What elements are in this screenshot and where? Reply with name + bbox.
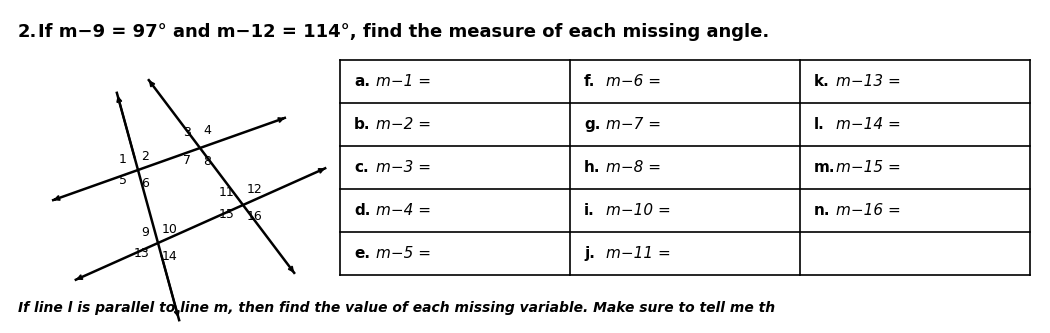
Text: 3: 3	[184, 126, 191, 139]
Text: m−1 =: m−1 =	[376, 74, 430, 89]
Text: m−8 =: m−8 =	[606, 160, 662, 175]
Text: b.: b.	[354, 117, 371, 132]
Text: g.: g.	[584, 117, 601, 132]
Text: m−13 =: m−13 =	[836, 74, 901, 89]
Text: 9: 9	[142, 225, 149, 239]
Text: d.: d.	[354, 203, 371, 218]
Text: i.: i.	[584, 203, 594, 218]
Text: m−15 =: m−15 =	[836, 160, 901, 175]
Text: 11: 11	[218, 186, 234, 199]
Text: 6: 6	[142, 176, 149, 189]
Text: m−14 =: m−14 =	[836, 117, 901, 132]
Text: 4: 4	[204, 124, 211, 137]
Text: f.: f.	[584, 74, 595, 89]
Text: m−4 =: m−4 =	[376, 203, 430, 218]
Text: e.: e.	[354, 246, 370, 261]
Text: 5: 5	[119, 174, 127, 187]
Text: 2.: 2.	[18, 23, 38, 41]
Text: 1: 1	[119, 153, 127, 166]
Text: a.: a.	[354, 74, 370, 89]
Text: m−16 =: m−16 =	[836, 203, 901, 218]
Text: 12: 12	[247, 183, 262, 196]
Text: 15: 15	[218, 208, 234, 221]
Text: m−6 =: m−6 =	[606, 74, 662, 89]
Text: 13: 13	[133, 247, 149, 260]
Text: 16: 16	[247, 210, 262, 223]
Text: l.: l.	[814, 117, 824, 132]
Text: m−7 =: m−7 =	[606, 117, 662, 132]
Text: c.: c.	[354, 160, 369, 175]
Text: 8: 8	[204, 155, 211, 167]
Text: 10: 10	[162, 223, 177, 236]
Text: n.: n.	[814, 203, 831, 218]
Text: If line l is parallel to line m, then find the value of each missing variable. M: If line l is parallel to line m, then fi…	[18, 301, 775, 315]
Text: 14: 14	[162, 250, 177, 263]
Text: m−11 =: m−11 =	[606, 246, 671, 261]
Text: h.: h.	[584, 160, 601, 175]
Text: m−5 =: m−5 =	[376, 246, 430, 261]
Text: j.: j.	[584, 246, 595, 261]
Text: k.: k.	[814, 74, 830, 89]
Text: 2: 2	[142, 151, 149, 164]
Text: m−2 =: m−2 =	[376, 117, 430, 132]
Text: m−3 =: m−3 =	[376, 160, 430, 175]
Text: 7: 7	[183, 154, 191, 166]
Text: m.: m.	[814, 160, 836, 175]
Text: If m−9 = 97° and m−12 = 114°, find the measure of each missing angle.: If m−9 = 97° and m−12 = 114°, find the m…	[38, 23, 770, 41]
Text: m−10 =: m−10 =	[606, 203, 671, 218]
